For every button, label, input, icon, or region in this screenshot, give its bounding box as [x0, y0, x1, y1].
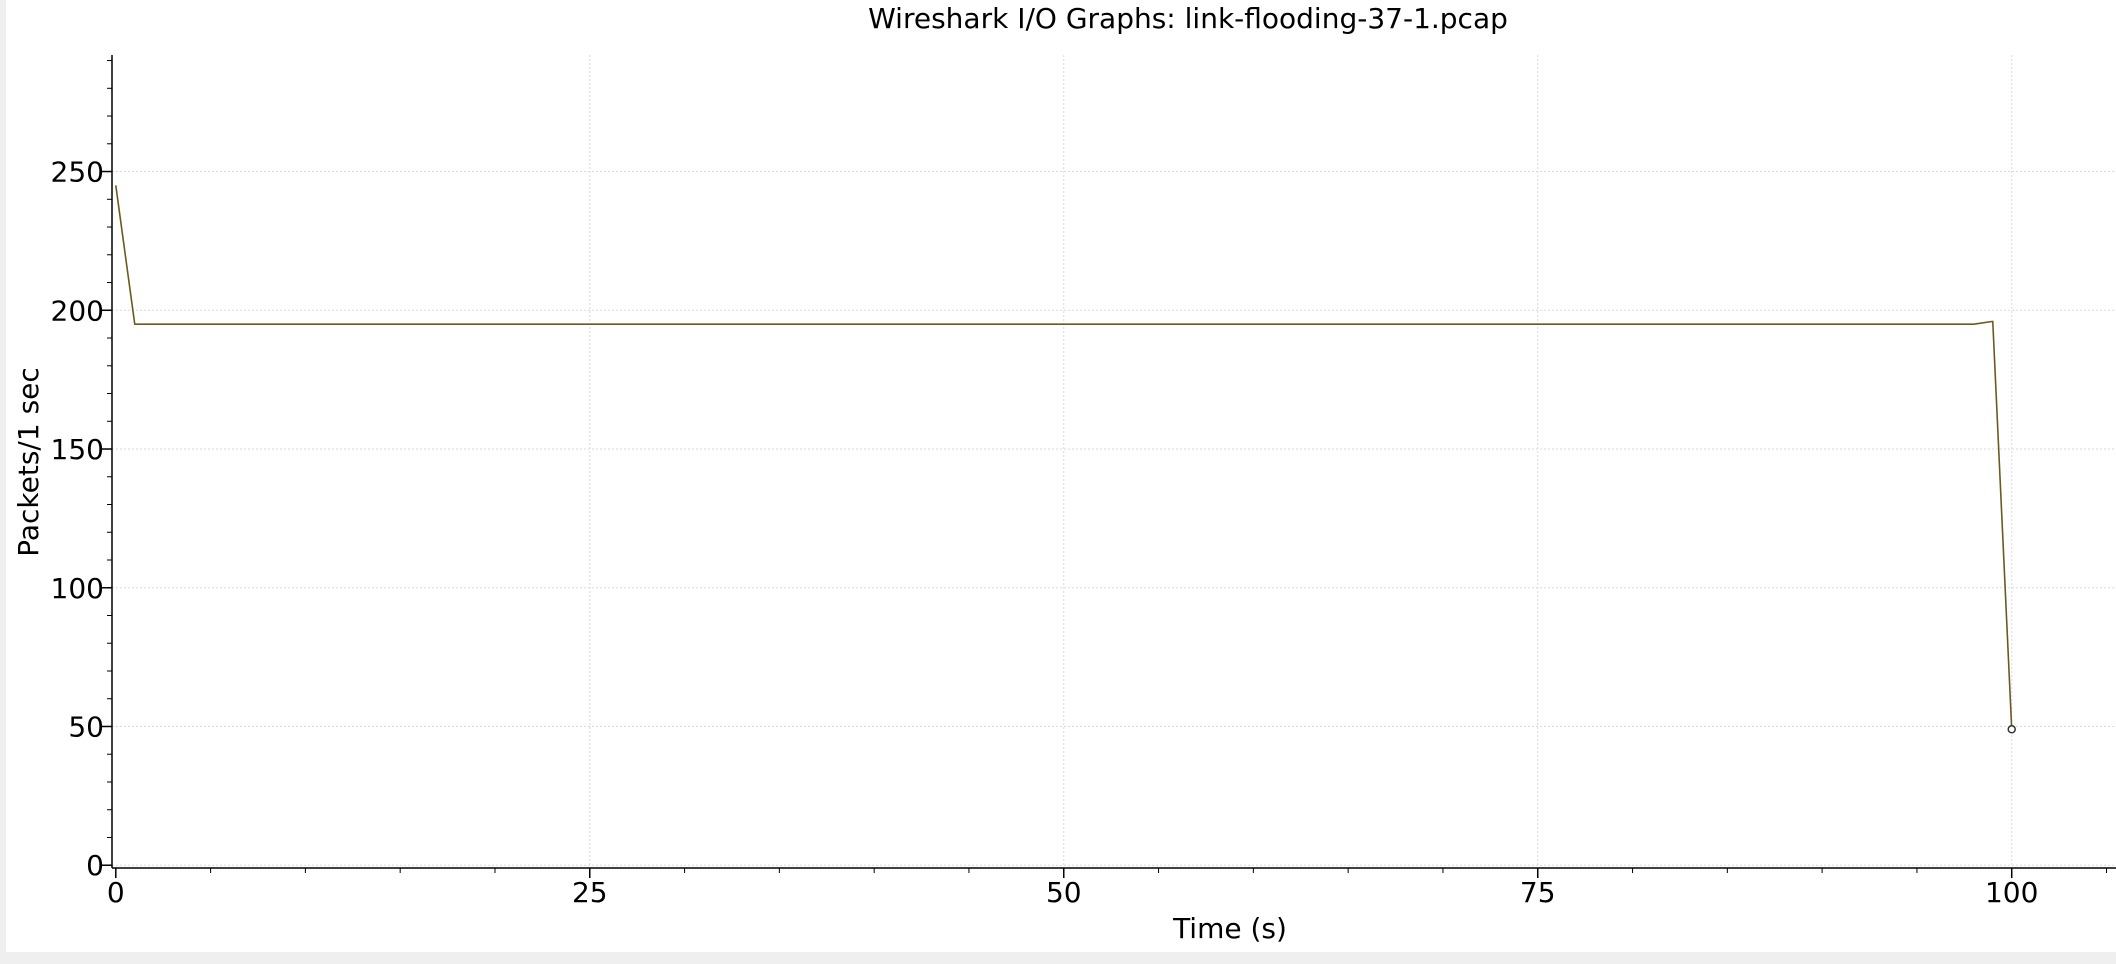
x-tick-label: 0 [107, 876, 125, 909]
y-gridlines [112, 171, 2116, 866]
y-tick-label: 250 [51, 156, 104, 189]
x-tick-label: 75 [1520, 876, 1556, 909]
y-tick-label: 100 [51, 572, 104, 605]
chart-title: Wireshark I/O Graphs: link-flooding-37-1… [868, 2, 1508, 35]
data-point-marker [2007, 725, 2016, 734]
y-tick-labels: 0 50 100 150 200 250 [51, 156, 104, 883]
y-tick-label: 50 [68, 710, 104, 743]
io-graph[interactable]: Wireshark I/O Graphs: link-flooding-37-1… [6, 0, 2116, 952]
x-tick-label: 25 [572, 876, 608, 909]
series-layer [114, 185, 2016, 734]
x-tick-label: 50 [1046, 876, 1082, 909]
plot-canvas[interactable]: Wireshark I/O Graphs: link-flooding-37-1… [6, 0, 2116, 952]
x-tick-label: 100 [1985, 876, 2038, 909]
series-line [114, 185, 2013, 730]
y-tick-label: 0 [86, 849, 104, 882]
y-axis-label: Packets/1 sec [12, 367, 45, 557]
x-axis-label: Time (s) [1172, 912, 1287, 945]
y-tick-label: 200 [51, 294, 104, 327]
y-tick-label: 150 [51, 433, 104, 466]
x-tick-labels: 0 25 50 75 100 [107, 876, 2039, 909]
axes [102, 55, 2116, 878]
x-gridlines [589, 55, 2013, 868]
